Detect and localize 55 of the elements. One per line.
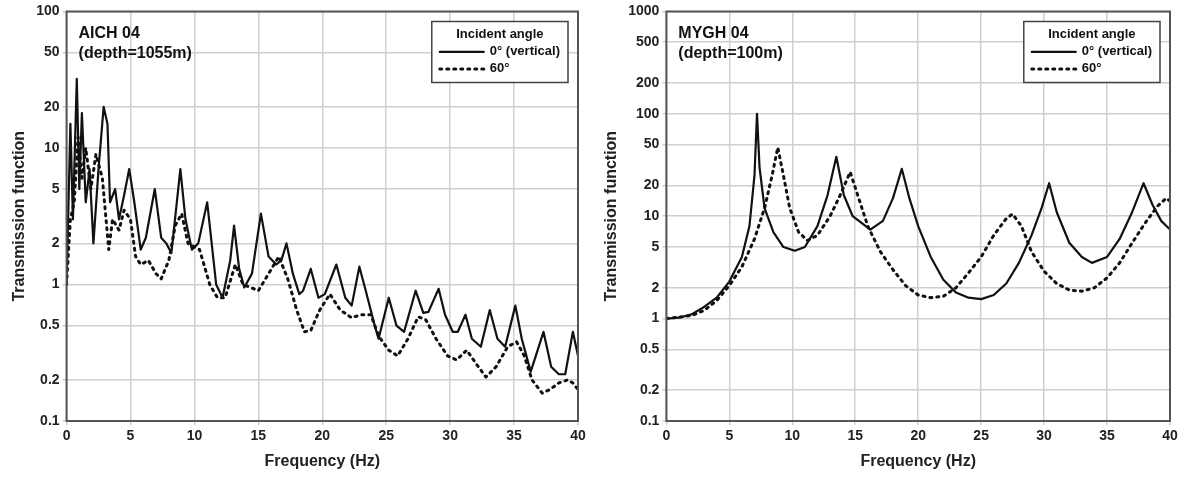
x-tick-label: 20 xyxy=(314,427,331,444)
y-tick-label: 5 xyxy=(51,179,60,196)
y-tick-label: 500 xyxy=(635,33,660,50)
x-tick-label: 0 xyxy=(662,427,671,444)
y-tick-label: 20 xyxy=(43,97,60,114)
annotation: AICH 04 xyxy=(78,23,141,41)
legend-title: Incident angle xyxy=(456,26,544,42)
x-tick-label: 35 xyxy=(506,427,523,444)
y-tick-label: 0.2 xyxy=(40,370,60,387)
y-axis-title: Transmission function xyxy=(10,130,28,302)
y-tick-label: 200 xyxy=(635,73,660,90)
y-tick-label: 2 xyxy=(51,234,60,251)
y-tick-label: 20 xyxy=(643,176,660,193)
y-tick-label: 1 xyxy=(651,309,660,326)
y-tick-label: 0.2 xyxy=(639,381,660,398)
y-tick-label: 2 xyxy=(651,278,660,295)
x-tick-label: 35 xyxy=(1099,427,1116,444)
y-tick-label: 50 xyxy=(643,135,660,152)
y-tick-label: 1 xyxy=(51,275,60,292)
annotation: (depth=100m) xyxy=(678,43,783,61)
y-tick-label: 100 xyxy=(635,104,660,121)
legend-label: 60° xyxy=(1081,60,1102,76)
x-tick-label: 40 xyxy=(570,427,586,444)
legend-label: 0° (vertical) xyxy=(489,43,560,59)
x-axis-title: Frequency (Hz) xyxy=(264,451,381,469)
y-tick-label: 0.5 xyxy=(639,340,660,357)
y-tick-label: 5 xyxy=(651,237,660,254)
y-tick-label: 100 xyxy=(36,2,60,19)
x-tick-label: 25 xyxy=(378,427,395,444)
y-tick-label: 0.5 xyxy=(40,316,60,333)
x-tick-label: 5 xyxy=(725,427,734,444)
x-tick-label: 20 xyxy=(910,427,927,444)
y-tick-label: 10 xyxy=(643,207,660,224)
x-tick-label: 30 xyxy=(442,427,459,444)
y-tick-label: 0.1 xyxy=(40,411,60,428)
legend-title: Incident angle xyxy=(1048,26,1136,42)
x-tick-label: 15 xyxy=(250,427,267,444)
annotation: (depth=1055m) xyxy=(78,43,192,61)
y-tick-label: 0.1 xyxy=(639,411,660,428)
y-tick-label: 50 xyxy=(43,43,60,60)
x-tick-label: 0 xyxy=(62,427,71,444)
y-tick-label: 10 xyxy=(43,138,60,155)
x-axis-title: Frequency (Hz) xyxy=(860,451,976,469)
x-tick-label: 10 xyxy=(186,427,203,444)
annotation: MYGH 04 xyxy=(678,23,749,41)
x-tick-label: 25 xyxy=(973,427,990,444)
y-axis-title: Transmission function xyxy=(602,130,620,302)
x-tick-label: 10 xyxy=(784,427,801,444)
x-tick-label: 15 xyxy=(847,427,864,444)
x-tick-label: 5 xyxy=(126,427,135,444)
legend-label: 0° (vertical) xyxy=(1081,43,1152,59)
y-tick-label: 1000 xyxy=(628,2,660,19)
x-tick-label: 40 xyxy=(1162,427,1178,444)
x-tick-label: 30 xyxy=(1036,427,1053,444)
legend-label: 60° xyxy=(489,60,510,76)
